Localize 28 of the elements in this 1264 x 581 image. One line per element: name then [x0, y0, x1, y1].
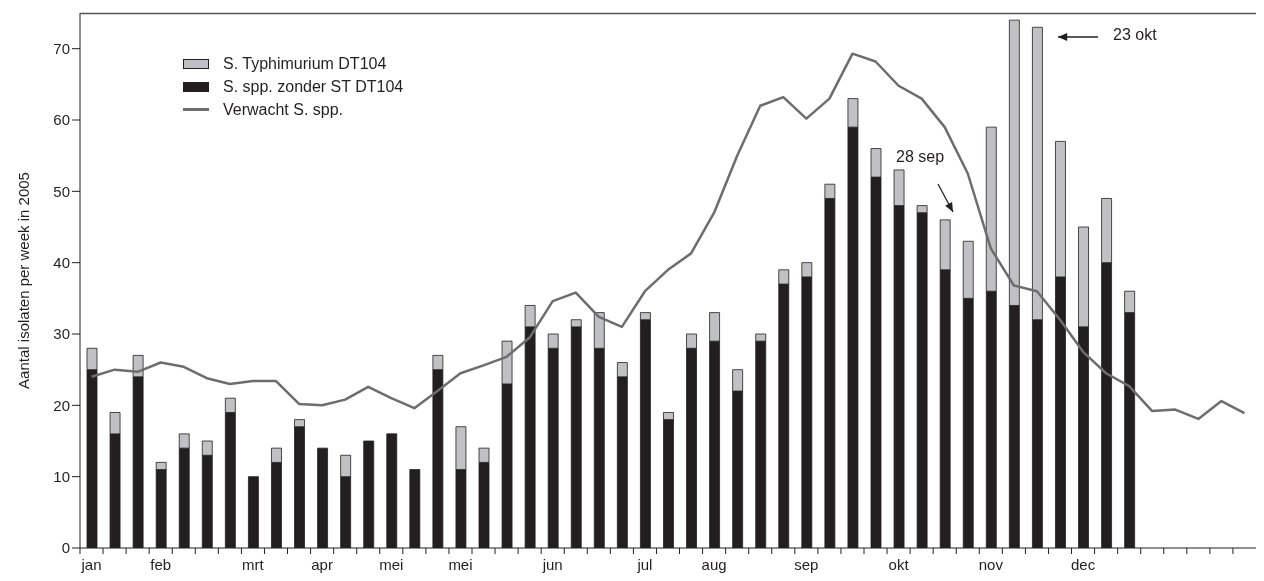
y-tick-label: 20: [53, 396, 70, 414]
x-tick-label: mrt: [242, 556, 265, 573]
x-tick-label: okt: [888, 556, 910, 573]
x-tick-label: dec: [1070, 556, 1096, 573]
x-tick-label: aug: [701, 556, 727, 573]
legend-label: S. Typhimurium DT104: [223, 54, 387, 74]
x-tick-label: feb: [150, 556, 172, 573]
x-tick-label: sep: [794, 556, 819, 573]
x-tick-label: nov: [978, 556, 1004, 573]
x-tick-label: apr: [311, 556, 333, 573]
y-tick-label: 70: [53, 39, 70, 57]
y-tick-label: 0: [61, 539, 70, 557]
legend-label: Verwacht S. spp.: [223, 100, 344, 120]
x-tick-label: jun: [541, 556, 563, 573]
legend-label: S. spp. zonder ST DT104: [223, 77, 404, 97]
line-series: [90, 52, 1246, 421]
x-tick-label: mei: [379, 556, 404, 573]
y-tick-label: 40: [53, 253, 70, 271]
y-tick-label: 30: [53, 325, 70, 343]
x-tick-label: jul: [636, 556, 653, 573]
annotation: 28 sep: [896, 148, 945, 166]
x-tick-label: mei: [448, 556, 473, 573]
y-tick-label: 10: [53, 467, 70, 485]
annotation: 23 okt: [1113, 26, 1157, 44]
x-tick-label: jan: [80, 556, 102, 573]
y-axis-title: Aantal isolaten per week in 2005: [15, 172, 33, 389]
y-tick-label: 50: [53, 182, 70, 200]
y-tick-label: 60: [53, 111, 70, 129]
